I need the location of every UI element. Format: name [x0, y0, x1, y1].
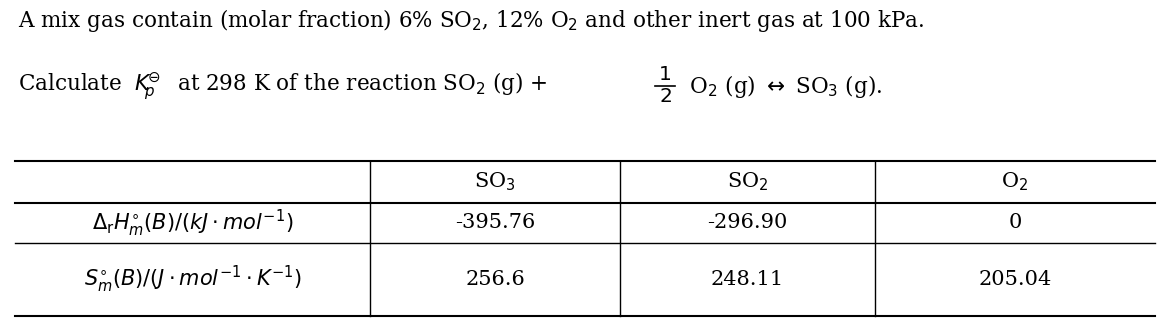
Text: -296.90: -296.90	[707, 213, 788, 232]
Text: A mix gas contain (molar fraction) 6% SO$_2$, 12% O$_2$ and other inert gas at 1: A mix gas contain (molar fraction) 6% SO…	[18, 8, 924, 34]
Text: $\Delta_{\mathrm{r}}H_m^{\circ}(B)/(kJ \cdot mol^{-1})$: $\Delta_{\mathrm{r}}H_m^{\circ}(B)/(kJ \…	[92, 208, 293, 239]
Text: 0: 0	[1008, 213, 1022, 232]
Text: 205.04: 205.04	[978, 270, 1051, 289]
Text: SO$_2$: SO$_2$	[727, 171, 768, 193]
Text: $1$: $1$	[659, 66, 671, 84]
Text: O$_2$ (g) $\leftrightarrow$ SO$_3$ (g).: O$_2$ (g) $\leftrightarrow$ SO$_3$ (g).	[683, 72, 882, 100]
Text: 256.6: 256.6	[466, 270, 524, 289]
Text: -395.76: -395.76	[455, 213, 535, 232]
Text: SO$_3$: SO$_3$	[474, 171, 516, 193]
Text: O$_2$: O$_2$	[1002, 171, 1029, 193]
Text: $2$: $2$	[659, 87, 671, 107]
Text: Calculate  $K\!\!^{\,\ominus}_{\,p}$  at 298 K of the reaction SO$_2$ (g) +: Calculate $K\!\!^{\,\ominus}_{\,p}$ at 2…	[18, 70, 549, 102]
Text: $S_m^{\circ}(B)/(J \cdot mol^{-1} \cdot K^{-1})$: $S_m^{\circ}(B)/(J \cdot mol^{-1} \cdot …	[83, 264, 301, 295]
Text: 248.11: 248.11	[710, 270, 784, 289]
